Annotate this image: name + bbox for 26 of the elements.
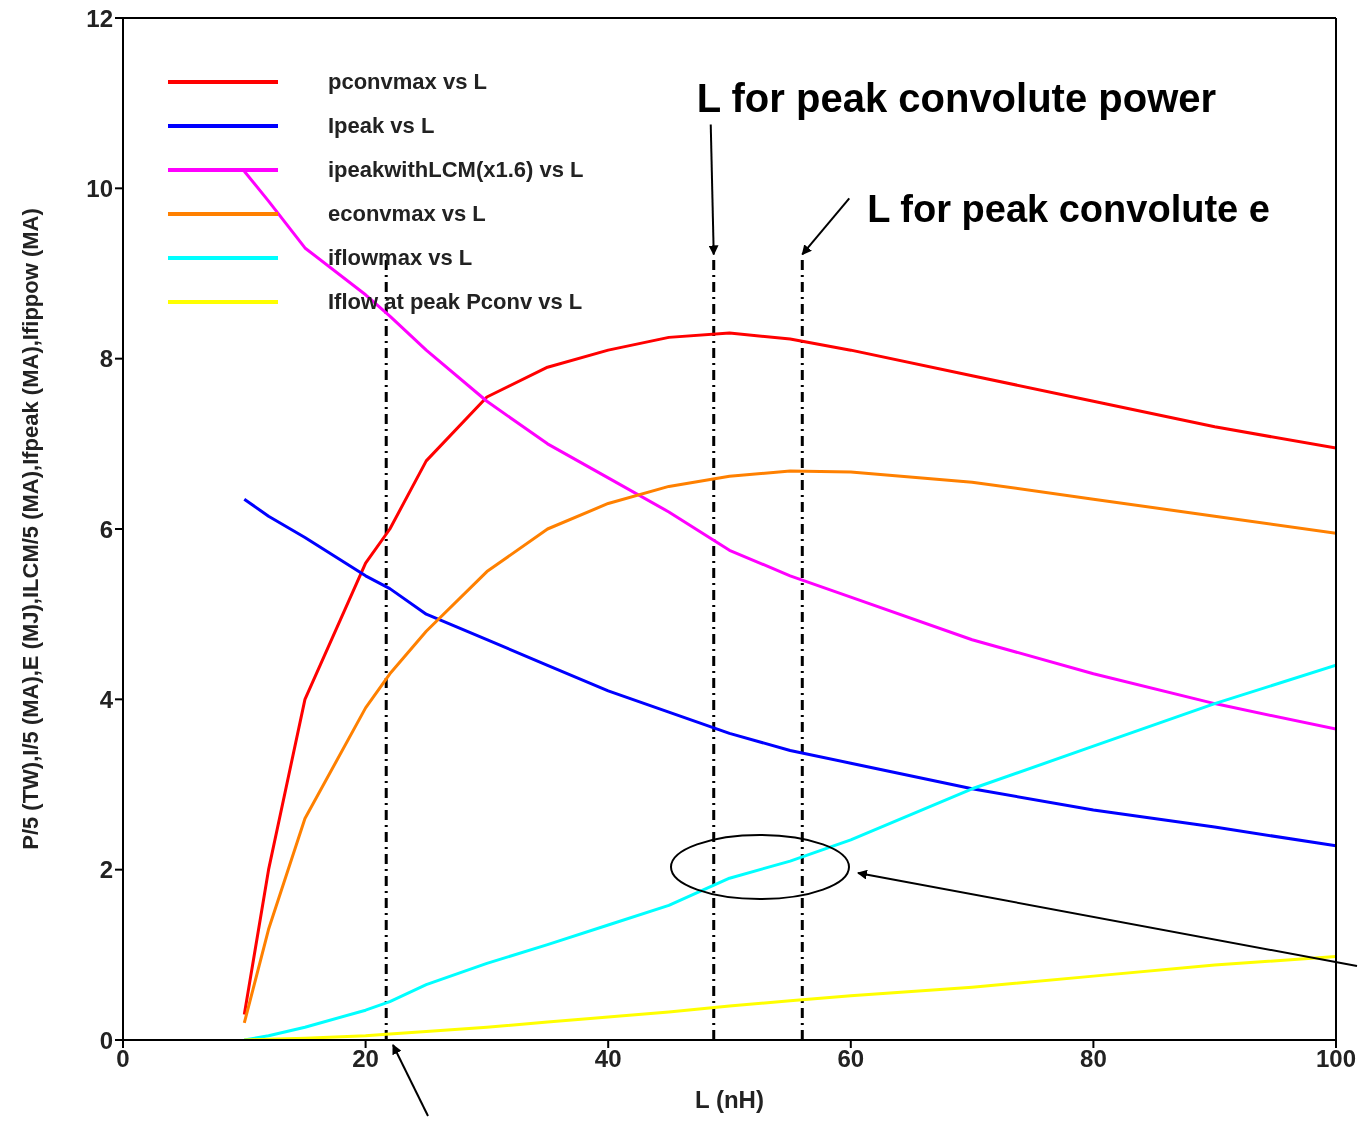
line-series <box>242 497 1336 848</box>
y-axis-title: P/5 (TW),I/5 (MA),E (MJ),ILCM/5 (MA),Ifpeak (MA),Ifippow (MA) <box>17 208 43 850</box>
legend-label: econvmax vs L <box>328 201 486 227</box>
x-tick-label: 80 <box>1080 1045 1107 1073</box>
y-tick-label: 12 <box>86 4 113 32</box>
x-tick-label: 40 <box>594 1045 622 1073</box>
line-series <box>242 955 1336 1040</box>
y-tick-label: 10 <box>86 174 113 202</box>
y-tick-label: 6 <box>99 515 113 543</box>
x-tick-label: 60 <box>837 1045 865 1073</box>
annotation: L for peak convolute power <box>696 76 1217 122</box>
line-series <box>242 469 1336 1025</box>
legend-label: iflowmax vs L <box>328 245 473 271</box>
y-tick-label: 8 <box>99 345 113 373</box>
line-series <box>242 331 1336 1016</box>
x-tick-label: 100 <box>1315 1045 1357 1073</box>
x-tick-label: 20 <box>352 1045 379 1073</box>
legend-label: ipeakwithLCM(x1.6) vs L <box>328 157 584 183</box>
x-axis-title: L (nH) <box>695 1086 764 1113</box>
y-tick-label: 0 <box>99 1026 113 1054</box>
y-tick-label: 4 <box>99 685 114 713</box>
legend-label: Ipeak vs L <box>328 113 435 139</box>
y-tick-label: 2 <box>99 856 113 884</box>
legend-label: pconvmax vs L <box>328 69 487 95</box>
annotation: L for peak convolute e <box>867 188 1270 232</box>
x-tick-label: 0 <box>116 1045 130 1073</box>
